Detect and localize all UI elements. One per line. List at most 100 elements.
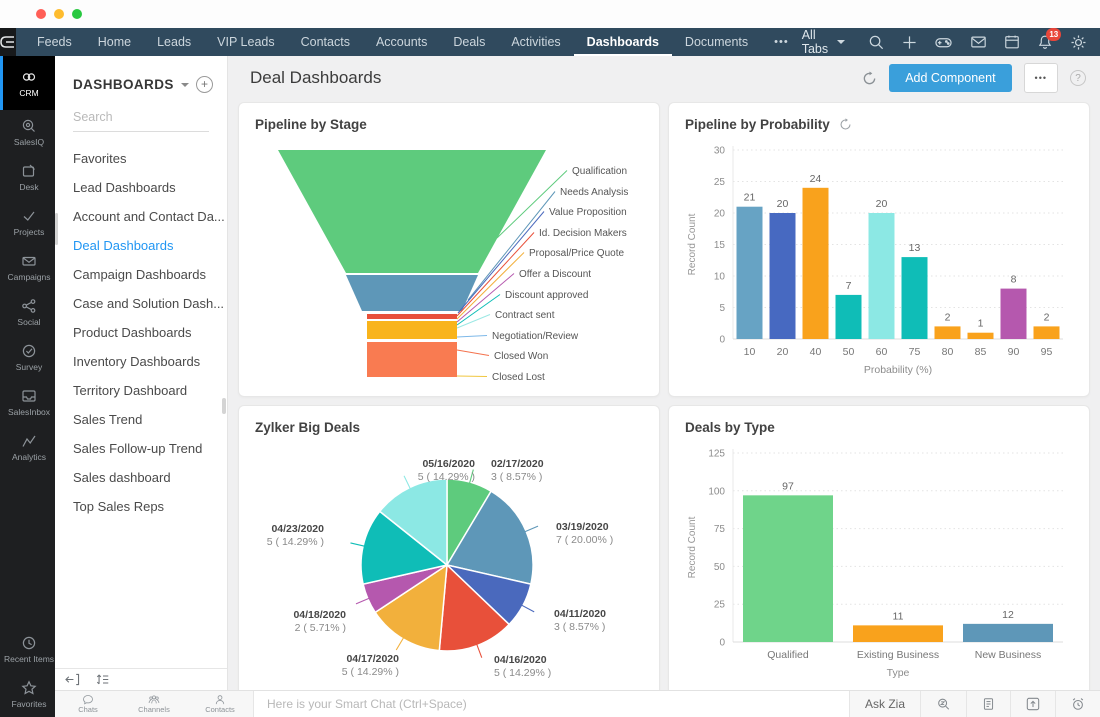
sidebar-caret-icon[interactable] [180, 82, 189, 87]
funnel-segment-needs-analysis[interactable] [346, 275, 478, 311]
rail-item-salesiq[interactable]: SalesIQ [0, 110, 55, 155]
sidebar-item-territory-dashboard[interactable]: Territory Dashboard [73, 383, 188, 398]
sidebar-item-deal-dashboards[interactable]: Deal Dashboards [73, 238, 174, 253]
tab-leads[interactable]: Leads [157, 35, 192, 49]
zia-search-icon[interactable] [920, 691, 966, 717]
rail-item-recent-items[interactable]: Recent Items [0, 627, 55, 672]
close-window-button[interactable] [36, 9, 46, 19]
add-component-button[interactable]: Add Component [889, 64, 1012, 92]
sidebar-search-input[interactable] [73, 105, 209, 131]
gamescope-icon[interactable] [934, 34, 953, 51]
rail-item-campaigns[interactable]: Campaigns [0, 245, 55, 290]
rail-item-favorites[interactable]: Favorites [0, 672, 55, 717]
bar-value-label: 7 [846, 280, 852, 292]
tab-home[interactable]: Home [97, 35, 132, 49]
minimize-window-button[interactable] [54, 9, 64, 19]
chart-refresh-icon[interactable] [839, 118, 852, 131]
rail-item-social[interactable]: Social [0, 290, 55, 335]
funnel-segment-id-decision-makers[interactable] [367, 314, 457, 319]
rail-item-projects[interactable]: Projects [0, 200, 55, 245]
sidebar-item-favorites[interactable]: Favorites [73, 151, 127, 166]
funnel-segment-qualification[interactable] [278, 150, 546, 273]
add-dashboard-button[interactable]: + [196, 76, 213, 93]
rail-item-desk[interactable]: Desk [0, 155, 55, 200]
mail-icon[interactable] [970, 34, 987, 50]
notifications-bell-icon[interactable]: 13 [1037, 28, 1062, 50]
reminder-clock-icon[interactable] [1055, 691, 1100, 717]
pie-leader-line [468, 469, 474, 485]
chatbar-channels-button[interactable]: Channels [121, 691, 187, 717]
bar-95[interactable] [1033, 326, 1060, 339]
bar-60[interactable] [868, 213, 895, 339]
x-tick-label: New Business [975, 649, 1042, 661]
all-tabs-dropdown[interactable]: All Tabs [802, 28, 846, 56]
bar-20[interactable] [769, 213, 796, 339]
sidebar-item-account-and-contact-da[interactable]: Account and Contact Da... [73, 209, 225, 224]
collapse-sidebar-icon[interactable] [65, 673, 80, 686]
funnel-segment-closed-won[interactable] [367, 342, 457, 377]
sidebar-item-top-sales-reps[interactable]: Top Sales Reps [73, 499, 165, 514]
bar-75[interactable] [901, 257, 928, 339]
smart-chat-input[interactable] [254, 697, 849, 711]
bar-new-business[interactable] [963, 623, 1053, 642]
sidebar-item-case-and-solution-dash[interactable]: Case and Solution Dash... [73, 296, 225, 311]
settings-gear-icon[interactable] [1070, 34, 1087, 51]
tab-documents[interactable]: Documents [684, 35, 749, 49]
document-icon[interactable] [966, 691, 1010, 717]
funnel-stage-label: Contract sent [495, 310, 555, 321]
sidebar-item-sales-trend[interactable]: Sales Trend [73, 412, 143, 427]
sidebar-scrollbar-thumb[interactable] [55, 213, 58, 245]
tab-feeds[interactable]: Feeds [37, 35, 72, 49]
funnel-stage-label: Negotiation/Review [492, 331, 579, 342]
bar-50[interactable] [835, 294, 862, 339]
chatbar-contacts-button[interactable]: Contacts [187, 691, 253, 717]
bar-80[interactable] [934, 326, 961, 339]
tab-activities[interactable]: Activities [511, 35, 561, 49]
bar-existing-business[interactable] [853, 625, 943, 642]
bar-40[interactable] [802, 187, 829, 339]
sidebar-item-sales-follow-up-trend[interactable]: Sales Follow-up Trend [73, 441, 203, 456]
funnel-chart[interactable]: Qualification Needs Analysis Value Proposi… [255, 138, 643, 383]
salesinbox-icon [22, 390, 36, 402]
bar-qualified[interactable] [743, 495, 833, 642]
tab-vip-leads[interactable]: VIP Leads [217, 35, 275, 49]
rail-item-survey[interactable]: Survey [0, 335, 55, 380]
sidebar-item-campaign-dashboards[interactable]: Campaign Dashboards [73, 267, 206, 282]
import-icon[interactable] [1010, 691, 1055, 717]
sidebar-item-sales-dashboard[interactable]: Sales dashboard [73, 470, 171, 485]
bar-90[interactable] [1000, 288, 1027, 339]
funnel-segment-negotiation-review[interactable] [367, 321, 457, 339]
ask-zia-button[interactable]: Ask Zia [848, 691, 920, 717]
bar-10[interactable] [736, 206, 763, 339]
probability-bar-chart[interactable]: Record Count0510152025302110202024407502… [685, 138, 1073, 383]
pie-leader-line [520, 604, 535, 613]
maximize-window-button[interactable] [72, 9, 82, 19]
bar-85[interactable] [967, 332, 994, 339]
quick-create-plus-icon[interactable] [902, 35, 917, 50]
sort-list-icon[interactable] [96, 673, 110, 686]
refresh-dashboard-icon[interactable] [862, 70, 877, 86]
sidebar-toggle-button[interactable] [0, 28, 16, 56]
sidebar-item-product-dashboards[interactable]: Product Dashboards [73, 325, 192, 340]
rail-item-analytics[interactable]: Analytics [0, 425, 55, 470]
calendar-icon[interactable] [1004, 34, 1020, 50]
tab-contacts[interactable]: Contacts [300, 35, 350, 49]
tab-deals[interactable]: Deals [453, 35, 486, 49]
help-button[interactable]: ? [1070, 70, 1086, 86]
type-bar-chart[interactable]: Record Count 0 25 50 75 100 125 97 Qualified 11 Ex… [685, 441, 1073, 686]
top-navigation: Feeds Home Leads VIP Leads Contacts Accounts D… [0, 28, 1100, 56]
more-options-button[interactable]: ••• [1023, 63, 1058, 93]
rail-item-salesinbox[interactable]: SalesInbox [0, 380, 55, 425]
search-icon[interactable] [868, 34, 885, 51]
sidebar-item-inventory-dashboards[interactable]: Inventory Dashboards [73, 354, 201, 369]
tab-dashboards[interactable]: Dashboards [574, 28, 672, 56]
bar-value-label: 20 [777, 198, 789, 210]
tab-more[interactable]: ••• [774, 36, 789, 48]
bar-value-label: 12 [1002, 609, 1014, 621]
sidebar-item-lead-dashboards[interactable]: Lead Dashboards [73, 180, 176, 195]
chatbar-chats-button[interactable]: Chats [55, 691, 121, 717]
rail-item-crm[interactable]: CRM [0, 56, 55, 110]
tab-accounts[interactable]: Accounts [375, 35, 428, 49]
sidebar-scrollbar-thumb-right[interactable] [222, 398, 226, 414]
